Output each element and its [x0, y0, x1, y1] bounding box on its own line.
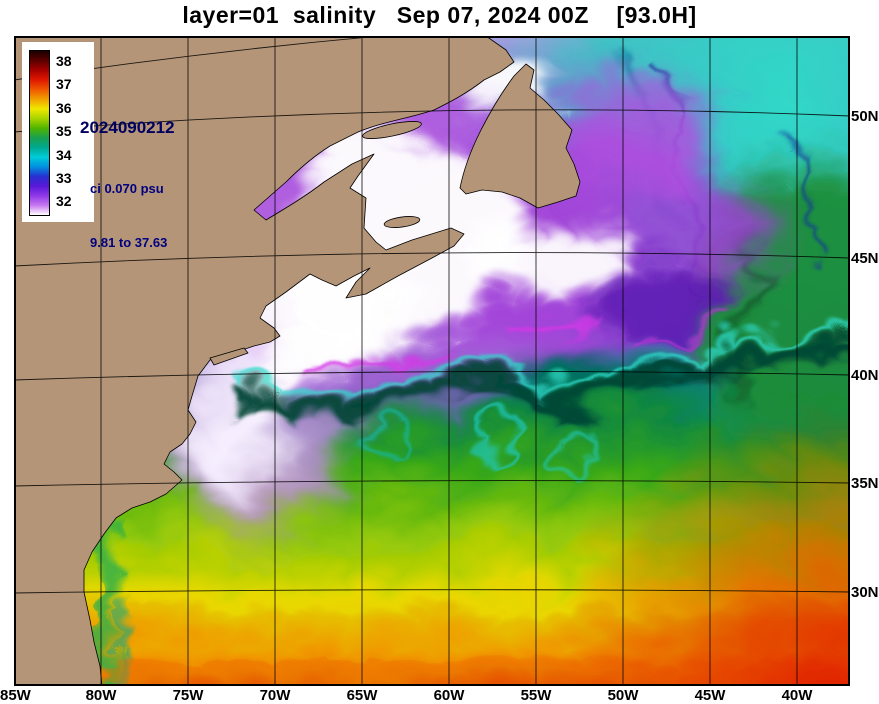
colorbar-gradient — [29, 50, 50, 216]
x-tick-label: 85W — [0, 687, 31, 704]
land-long-island — [209, 347, 249, 366]
land-anticosti-island — [362, 121, 422, 139]
map-border — [14, 36, 850, 686]
x-tick-label: 75W — [172, 687, 204, 704]
run-annotations: 2024090212 ci 0.070 psu 9.81 to 37.63 — [80, 82, 250, 286]
x-tick-label: 45W — [694, 687, 726, 704]
colorbar-tick-label: 36 — [56, 100, 72, 116]
x-tick-label: 80W — [85, 687, 117, 704]
x-tick-label: 70W — [259, 687, 291, 704]
colorbar-tick-label: 35 — [56, 123, 72, 139]
salinity-field-map — [14, 36, 850, 686]
value-range: 9.81 to 37.63 — [90, 235, 168, 250]
colorbar: 38 37 36 35 34 33 32 — [22, 42, 94, 222]
y-tick-label: 45N — [851, 250, 879, 267]
graticule-grid — [14, 36, 850, 686]
land-newfoundland — [459, 63, 581, 209]
colorbar-tick-label: 33 — [56, 170, 72, 186]
map-title: layer=01 salinity Sep 07, 2024 00Z [93.0… — [182, 2, 697, 28]
y-tick-label: 35N — [851, 475, 879, 492]
x-tick-label: 55W — [520, 687, 552, 704]
map-frame: 38 37 36 35 34 33 32 2024090212 ci 0.070… — [14, 36, 850, 686]
x-tick-label: 40W — [781, 687, 813, 704]
x-tick-label: 50W — [607, 687, 639, 704]
colorbar-tick-label: 34 — [56, 147, 72, 163]
contour-interval: ci 0.070 psu — [90, 181, 164, 196]
colorbar-tick-label: 32 — [56, 193, 72, 209]
run-id: 2024090212 — [80, 118, 175, 137]
y-tick-label: 40N — [851, 367, 879, 384]
land-north-america — [14, 36, 515, 686]
colorbar-tick-label: 37 — [56, 76, 72, 92]
y-tick-label: 50N — [851, 108, 879, 125]
x-tick-label: 60W — [433, 687, 465, 704]
colorbar-tick-label: 38 — [56, 53, 72, 69]
x-tick-label: 65W — [346, 687, 378, 704]
land-prince-edward-island — [383, 216, 421, 228]
y-tick-label: 30N — [851, 584, 879, 601]
